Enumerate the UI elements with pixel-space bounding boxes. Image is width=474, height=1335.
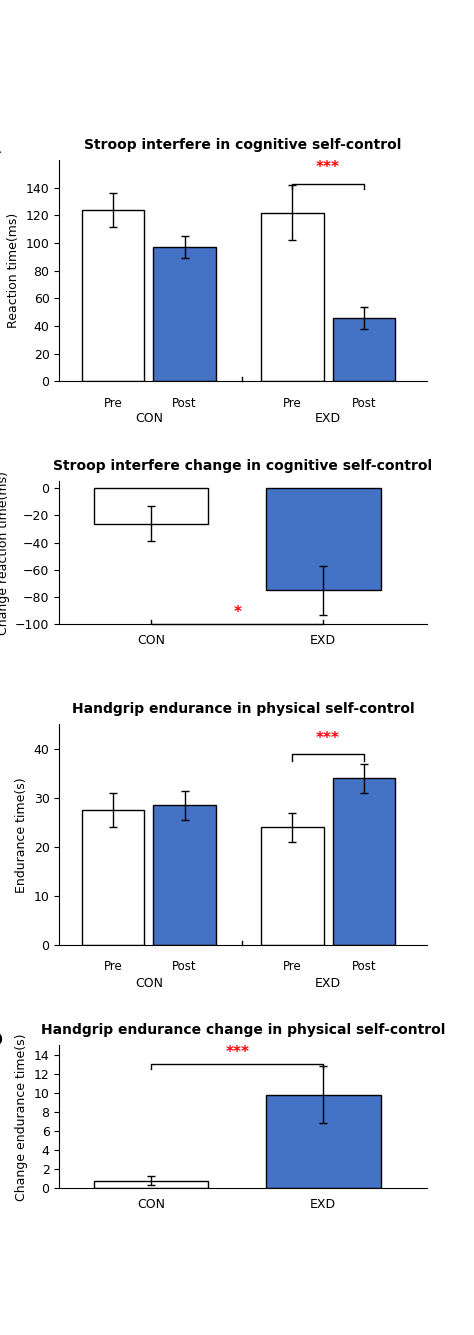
Text: A: A <box>0 138 1 158</box>
Bar <box>266 489 381 590</box>
Text: Pre: Pre <box>104 960 122 973</box>
Title: Stroop interfere in cognitive self-control: Stroop interfere in cognitive self-contr… <box>84 138 401 152</box>
Text: D: D <box>0 1031 2 1051</box>
Title: Stroop interfere change in cognitive self-control: Stroop interfere change in cognitive sel… <box>54 459 432 474</box>
Bar <box>333 318 395 382</box>
Bar <box>153 247 216 382</box>
Text: ***: *** <box>225 1045 249 1060</box>
Bar <box>261 828 324 945</box>
Y-axis label: Reaction time(ms): Reaction time(ms) <box>7 214 20 328</box>
Text: CON: CON <box>135 977 163 991</box>
Bar <box>333 778 395 945</box>
Text: Post: Post <box>173 396 197 410</box>
Bar <box>94 489 209 523</box>
Y-axis label: Endurance time(s): Endurance time(s) <box>15 777 28 893</box>
Title: Handgrip endurance in physical self-control: Handgrip endurance in physical self-cont… <box>72 702 414 716</box>
Text: ***: *** <box>316 160 340 175</box>
Text: EXD: EXD <box>315 411 341 425</box>
Text: Pre: Pre <box>283 960 301 973</box>
Y-axis label: Change reaction time(ms): Change reaction time(ms) <box>0 471 9 634</box>
Text: Post: Post <box>352 960 376 973</box>
Y-axis label: Change endurance time(s): Change endurance time(s) <box>15 1033 28 1200</box>
Title: Handgrip endurance change in physical self-control: Handgrip endurance change in physical se… <box>41 1024 445 1037</box>
Bar <box>82 810 145 945</box>
Bar <box>153 805 216 945</box>
Bar <box>82 210 145 382</box>
Text: *: * <box>233 605 241 619</box>
Bar <box>261 212 324 382</box>
Text: Post: Post <box>352 396 376 410</box>
Text: EXD: EXD <box>315 977 341 991</box>
Text: Post: Post <box>173 960 197 973</box>
Text: Pre: Pre <box>283 396 301 410</box>
Text: CON: CON <box>135 411 163 425</box>
Text: Pre: Pre <box>104 396 122 410</box>
Text: ***: *** <box>316 732 340 746</box>
Bar <box>266 1095 381 1188</box>
Bar <box>94 1180 209 1188</box>
